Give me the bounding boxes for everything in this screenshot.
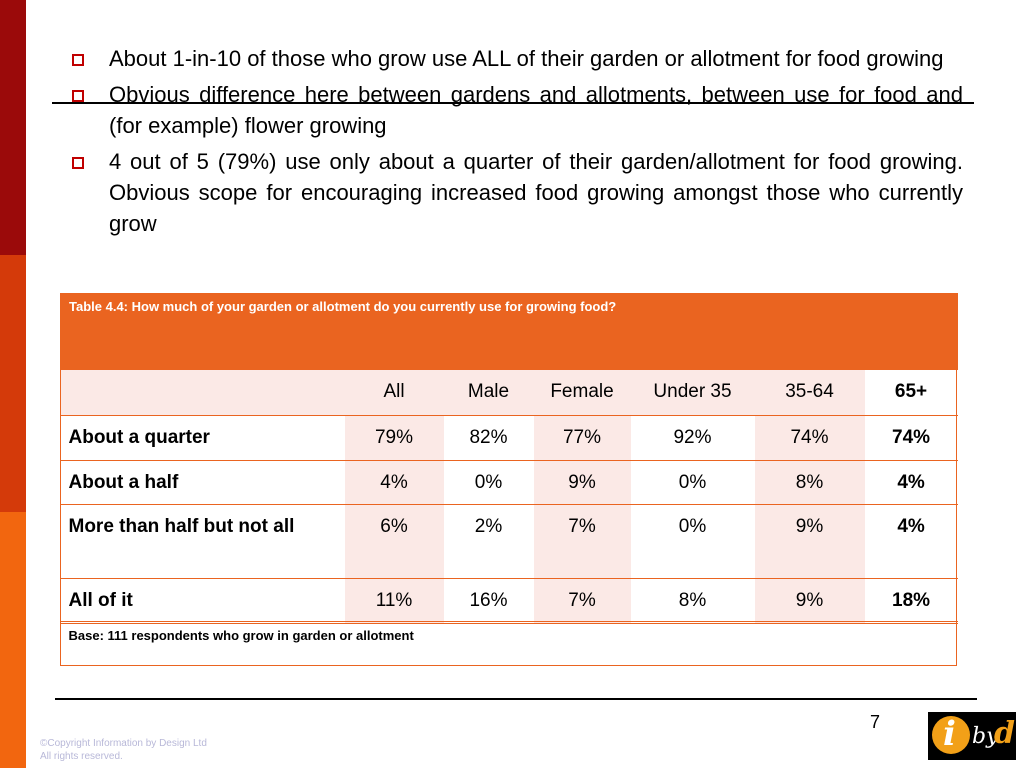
table-cell: 74% bbox=[864, 415, 958, 461]
side-strip-dark-red bbox=[0, 0, 26, 255]
data-table: Table 4.4: How much of your garden or al… bbox=[59, 293, 959, 667]
table-cell: 8% bbox=[754, 460, 865, 505]
table-cell: 7% bbox=[533, 578, 631, 624]
table-cell: 9% bbox=[754, 504, 865, 579]
table-cell: 0% bbox=[443, 460, 534, 505]
table-cell: 92% bbox=[630, 415, 755, 461]
table-cell: 8% bbox=[630, 578, 755, 624]
column-header: Female bbox=[533, 369, 631, 416]
bottom-divider bbox=[55, 698, 977, 700]
row-label: More than half but not all bbox=[60, 504, 345, 579]
table-cell: 79% bbox=[344, 415, 444, 461]
bullet-text: Obvious difference here between gardens … bbox=[109, 82, 963, 138]
square-bullet-icon bbox=[72, 157, 84, 169]
table-cell: 4% bbox=[864, 504, 958, 579]
table-cell: 7% bbox=[533, 504, 631, 579]
ibyd-logo: i by d bbox=[928, 712, 1016, 760]
column-header: 35-64 bbox=[754, 369, 865, 416]
table-cell: 4% bbox=[344, 460, 444, 505]
table-cell: 6% bbox=[344, 504, 444, 579]
table-cell: 11% bbox=[344, 578, 444, 624]
table-title-row: Table 4.4: How much of your garden or al… bbox=[59, 293, 959, 370]
table-cell: 9% bbox=[533, 460, 631, 505]
table-cell: 16% bbox=[443, 578, 534, 624]
row-label: All of it bbox=[60, 578, 345, 624]
data-table-container: Table 4.4: How much of your garden or al… bbox=[59, 293, 959, 667]
table-row: About a half 4% 0% 9% 0% 8% 4% bbox=[60, 460, 958, 505]
column-header: All bbox=[344, 369, 444, 416]
bullet-text: 4 out of 5 (79%) use only about a quarte… bbox=[109, 149, 963, 236]
table-base-row: Base: 111 respondents who grow in garden… bbox=[61, 623, 958, 667]
table-row: More than half but not all 6% 2% 7% 0% 9… bbox=[60, 504, 958, 579]
table-cell: 0% bbox=[630, 504, 755, 579]
square-bullet-icon bbox=[72, 54, 84, 66]
logo-letter-d: d bbox=[994, 716, 1015, 751]
table-cell: 2% bbox=[443, 504, 534, 579]
top-divider bbox=[52, 102, 974, 104]
table-cell: 82% bbox=[443, 415, 534, 461]
table-cell: 9% bbox=[754, 578, 865, 624]
row-label: About a quarter bbox=[60, 415, 345, 461]
column-header bbox=[60, 369, 345, 416]
column-header: Under 35 bbox=[630, 369, 755, 416]
table-title: Table 4.4: How much of your garden or al… bbox=[59, 293, 959, 370]
bullet-item: About 1-in-10 of those who grow use ALL … bbox=[70, 43, 963, 74]
bullet-text: About 1-in-10 of those who grow use ALL … bbox=[109, 46, 944, 71]
side-strip-red-orange bbox=[0, 255, 26, 512]
table-cell: 74% bbox=[754, 415, 865, 461]
copyright-line: ©Copyright Information by Design Ltd bbox=[40, 738, 207, 749]
table-header-row: All Male Female Under 35 35-64 65+ bbox=[60, 369, 958, 416]
bullet-item: Obvious difference here between gardens … bbox=[70, 79, 963, 141]
table-cell: 4% bbox=[864, 460, 958, 505]
bullet-list: About 1-in-10 of those who grow use ALL … bbox=[70, 43, 963, 244]
column-header: Male bbox=[443, 369, 534, 416]
side-strip-orange bbox=[0, 512, 26, 768]
bullet-item: 4 out of 5 (79%) use only about a quarte… bbox=[70, 146, 963, 239]
logo-circle-icon bbox=[932, 716, 970, 754]
table-row: About a quarter 79% 82% 77% 92% 74% 74% bbox=[60, 415, 958, 461]
square-bullet-icon bbox=[72, 90, 84, 102]
column-header: 65+ bbox=[864, 369, 958, 416]
row-label: About a half bbox=[60, 460, 345, 505]
table-cell: 0% bbox=[630, 460, 755, 505]
logo-letter-i: i bbox=[943, 714, 956, 754]
page-number: 7 bbox=[870, 712, 881, 732]
copyright-line: All rights reserved. bbox=[40, 751, 123, 762]
table-cell: 18% bbox=[864, 578, 958, 624]
table-base-note: Base: 111 respondents who grow in garden… bbox=[68, 628, 414, 643]
table-row: All of it 11% 16% 7% 8% 9% 18% bbox=[60, 578, 958, 624]
table-cell: 77% bbox=[533, 415, 631, 461]
logo-text-by: by bbox=[972, 724, 999, 749]
copyright-notice: ©Copyright Information by Design Ltd All… bbox=[40, 737, 207, 763]
